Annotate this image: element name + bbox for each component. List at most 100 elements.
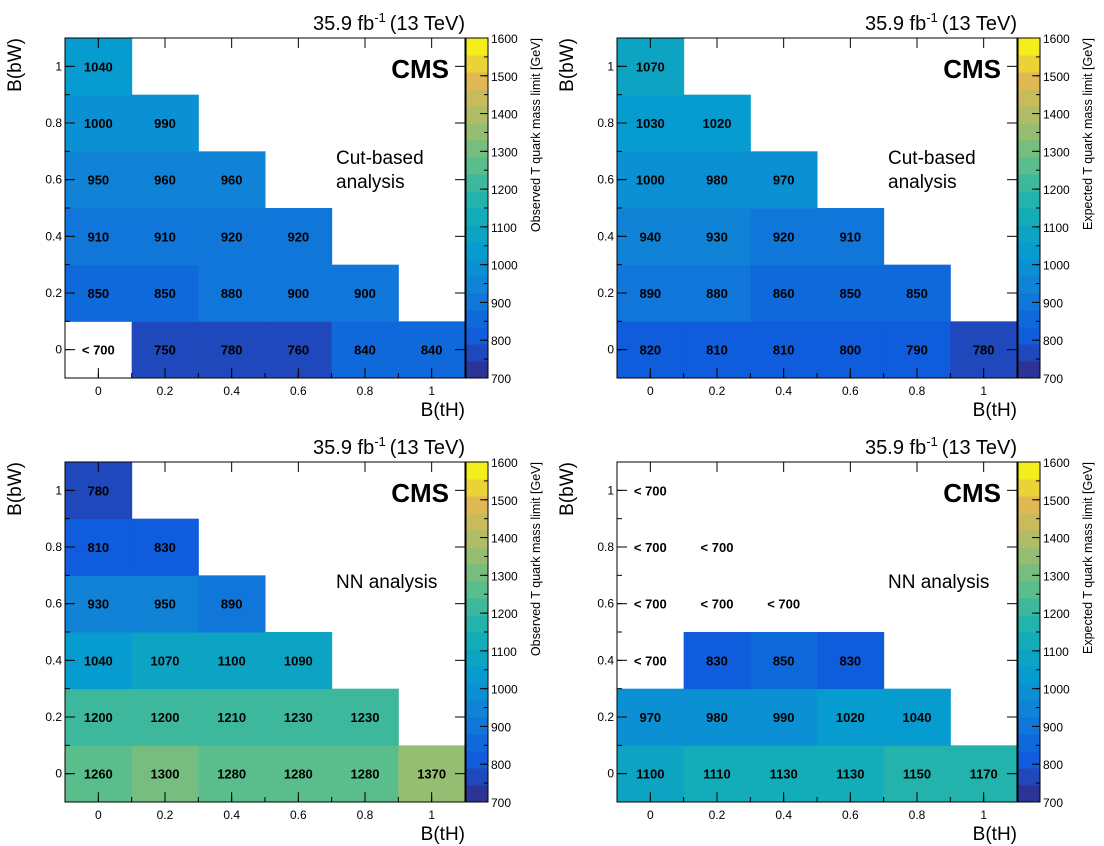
heatmap-panel-1: < 700 750 780 760 840 840 850 850 880 900 900 910 91… — [5, 10, 543, 421]
heatmap-cell — [817, 264, 885, 322]
analysis-annotation: NN analysis — [336, 572, 437, 593]
lumi-label: 35.9 fb-1 (13 TeV) — [865, 434, 1017, 459]
y-tick-label: 0.8 — [597, 540, 614, 554]
cell-label: 790 — [906, 343, 928, 358]
colorbar-band — [466, 123, 488, 141]
heatmap-cell — [65, 688, 133, 746]
analysis-annotation: Cut-based — [336, 148, 424, 169]
y-tick-label: 0.6 — [45, 173, 62, 187]
heatmap-cell — [683, 151, 751, 209]
colorbar-band — [466, 615, 488, 633]
cell-label: 1200 — [151, 710, 180, 725]
heatmap-cell — [750, 688, 818, 746]
colorbar-band — [466, 683, 488, 701]
colorbar-band — [1018, 785, 1040, 803]
cell-label: 850 — [773, 653, 795, 668]
cell-label: 990 — [773, 710, 795, 725]
cell-label: 850 — [154, 286, 176, 301]
cell-label: 1130 — [770, 767, 798, 782]
colorbar-band — [466, 768, 488, 786]
colorbar-tick-label: 1600 — [1043, 456, 1070, 470]
colorbar-band — [466, 666, 488, 684]
colorbar-tick-label: 1300 — [1043, 569, 1070, 583]
x-axis-title: B(tH) — [421, 400, 465, 421]
colorbar-band — [466, 89, 488, 107]
cell-label: 850 — [906, 286, 928, 301]
colorbar-tick-label: 1100 — [491, 221, 517, 235]
cell-label: 900 — [287, 286, 309, 301]
colorbar-title: Expected T quark mass limit [GeV] — [1081, 38, 1095, 230]
colorbar-tick-label: 1200 — [491, 607, 518, 621]
x-tick-label: 0.2 — [157, 808, 174, 822]
colorbar-band — [1018, 649, 1040, 667]
cell-label: 1100 — [636, 767, 664, 782]
experiment-label: CMS — [943, 478, 1001, 508]
y-tick-label: 0.6 — [597, 597, 614, 611]
colorbar-band — [1018, 259, 1040, 277]
colorbar-band — [1018, 293, 1040, 311]
cell-label: 910 — [839, 229, 861, 244]
colorbar-tick-label: 1500 — [1043, 494, 1070, 508]
colorbar-band — [466, 734, 488, 752]
y-tick-label: 0.8 — [45, 116, 62, 130]
x-tick-label: 0.8 — [357, 808, 374, 822]
heatmap-cell — [683, 94, 751, 152]
colorbar-band — [1018, 598, 1040, 616]
y-tick-label: 0 — [607, 343, 614, 357]
colorbar-band — [1018, 242, 1040, 260]
cell-label: 1300 — [151, 767, 180, 782]
colorbar-tick-label: 700 — [1043, 372, 1063, 386]
colorbar-band — [1018, 513, 1040, 531]
x-tick-label: 0.4 — [223, 384, 240, 398]
cell-label: 920 — [287, 229, 309, 244]
cell-label: < 700 — [767, 597, 800, 612]
cell-label: 1280 — [284, 767, 313, 782]
x-tick-label: 0.6 — [290, 808, 307, 822]
colorbar-band — [1018, 38, 1040, 56]
cell-label: 1040 — [903, 710, 932, 725]
cell-label: 880 — [221, 286, 243, 301]
colorbar-band — [1018, 191, 1040, 209]
cell-label: 930 — [706, 229, 728, 244]
colorbar-band — [466, 547, 488, 565]
y-tick-label: 1 — [607, 59, 614, 73]
colorbar-tick-label: 1600 — [491, 32, 518, 46]
heatmap-cell — [131, 151, 199, 209]
heatmap-cell — [131, 208, 199, 266]
colorbar-band — [1018, 344, 1040, 362]
cell-label: 910 — [154, 229, 176, 244]
cell-label: < 700 — [634, 653, 667, 668]
cell-label: 1260 — [84, 767, 113, 782]
x-tick-label: 1 — [428, 808, 435, 822]
colorbar-tick-label: 1000 — [491, 683, 518, 697]
y-tick-label: 0.4 — [597, 653, 614, 667]
colorbar-band — [466, 140, 488, 158]
colorbar-tick-label: 1300 — [491, 145, 518, 159]
cell-label: 810 — [87, 540, 109, 555]
colorbar-tick-label: 1300 — [1043, 145, 1070, 159]
cell-label: 1130 — [836, 767, 864, 782]
colorbar-band — [466, 564, 488, 582]
colorbar-tick-label: 1400 — [491, 108, 518, 122]
y-tick-label: 0.4 — [45, 229, 62, 243]
colorbar-band — [466, 700, 488, 718]
x-axis-title: B(tH) — [973, 400, 1017, 421]
heatmap-cell — [198, 264, 266, 322]
cell-label: 850 — [839, 286, 861, 301]
colorbar-tick-label: 1600 — [491, 456, 518, 470]
heatmap-cell — [65, 575, 133, 633]
y-tick-label: 0.6 — [45, 597, 62, 611]
cell-label: 960 — [221, 173, 243, 188]
colorbar-tick-label: 1500 — [1043, 70, 1070, 84]
colorbar-band — [1018, 225, 1040, 243]
colorbar-band — [1018, 106, 1040, 124]
cell-label: 1230 — [284, 710, 313, 725]
heatmap-cell — [683, 264, 751, 322]
cell-label: 1280 — [351, 767, 380, 782]
cell-label: 1100 — [218, 653, 246, 668]
analysis-annotation: analysis — [336, 172, 405, 193]
experiment-label: CMS — [391, 478, 449, 508]
colorbar-band — [466, 276, 488, 294]
colorbar-band — [466, 55, 488, 73]
colorbar-band — [466, 717, 488, 735]
